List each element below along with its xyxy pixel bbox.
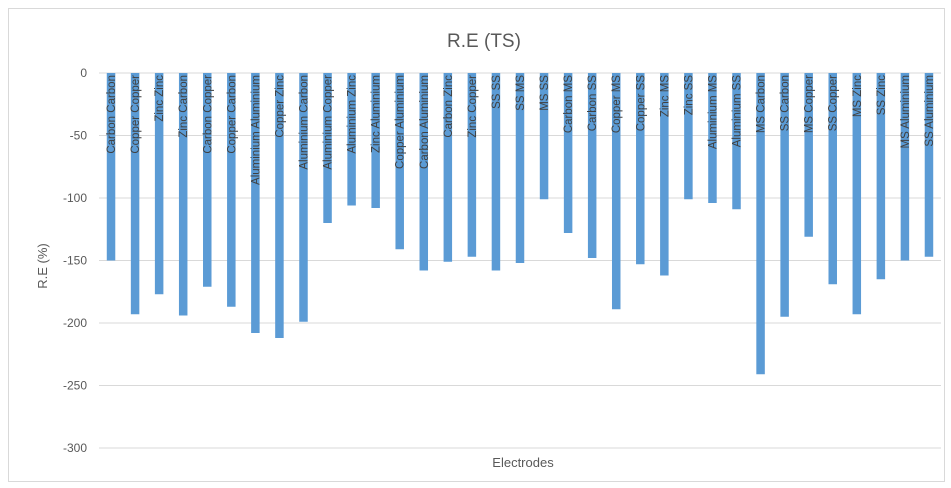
category-label: MS SS bbox=[539, 75, 551, 111]
category-label: Aluminium Aluminium bbox=[250, 75, 262, 185]
category-label: Zinc Zinc bbox=[154, 75, 166, 122]
category-label: Carbon Copper bbox=[202, 75, 214, 154]
category-label: SS Zinc bbox=[876, 75, 888, 116]
bar bbox=[587, 73, 597, 258]
bar bbox=[467, 73, 477, 257]
category-label: Copper Zinc bbox=[274, 75, 286, 138]
category-label: Copper Aluminium bbox=[395, 75, 407, 169]
category-label: Copper Copper bbox=[130, 75, 142, 154]
category-label: MS Copper bbox=[804, 75, 816, 133]
bar bbox=[178, 73, 188, 316]
bar bbox=[130, 73, 140, 315]
category-label: Zinc SS bbox=[683, 75, 695, 116]
bar bbox=[203, 73, 212, 287]
category-labels: Carbon Carbon Copper Copper Zinc Zinc Zinc … bbox=[106, 75, 936, 185]
bar bbox=[924, 73, 934, 257]
category-label: SS MS bbox=[515, 75, 527, 111]
bar bbox=[611, 73, 621, 310]
category-label: Aluminium SS bbox=[732, 75, 744, 148]
bar-chart: R.E (TS) 0 -50 -100 -150 -200 -250 -300 Carbon… bbox=[35, 31, 941, 470]
category-label: SS Carbon bbox=[780, 75, 792, 131]
category-label: Carbon SS bbox=[587, 75, 599, 132]
category-label: Zinc Copper bbox=[467, 75, 479, 138]
category-label: Zinc Carbon bbox=[178, 75, 190, 138]
category-label: Carbon Carbon bbox=[106, 75, 118, 154]
y-tick-label: 0 bbox=[80, 66, 87, 80]
bar bbox=[756, 73, 765, 375]
category-label: Carbon MS bbox=[563, 75, 575, 133]
bar bbox=[419, 73, 429, 271]
bar bbox=[684, 73, 693, 200]
bar bbox=[347, 73, 356, 206]
bar bbox=[708, 73, 717, 203]
bar bbox=[299, 73, 308, 322]
category-label: Carbon Aluminium bbox=[419, 75, 431, 169]
bar bbox=[828, 73, 837, 285]
category-label: MS Carbon bbox=[756, 75, 768, 133]
category-label: SS SS bbox=[491, 75, 503, 109]
category-label: Carbon Zinc bbox=[443, 75, 455, 138]
category-label: MS Zinc bbox=[852, 75, 864, 117]
bar bbox=[563, 73, 573, 233]
bar bbox=[323, 73, 332, 223]
y-axis-ticks: 0 -50 -100 -150 -200 -250 -300 bbox=[63, 66, 87, 455]
bar bbox=[154, 73, 164, 295]
bar bbox=[251, 73, 260, 333]
bar bbox=[804, 73, 813, 237]
bar bbox=[876, 73, 886, 280]
bar bbox=[660, 73, 669, 276]
x-axis-title: Electrodes bbox=[492, 455, 554, 470]
category-label: Copper Carbon bbox=[226, 75, 238, 154]
bar bbox=[636, 73, 645, 265]
category-label: Copper MS bbox=[611, 75, 623, 133]
y-tick-label: -150 bbox=[63, 254, 87, 268]
bar bbox=[227, 73, 236, 307]
bar bbox=[515, 73, 525, 263]
y-tick-label: -250 bbox=[63, 379, 87, 393]
bar bbox=[371, 73, 380, 208]
bar bbox=[395, 73, 404, 250]
category-label: Aluminium Zinc bbox=[347, 75, 359, 154]
bar bbox=[491, 73, 501, 271]
category-label: MS Aluminium bbox=[900, 75, 912, 149]
bar bbox=[900, 73, 910, 261]
chart-frame: R.E (TS) 0 -50 -100 -150 -200 -250 -300 Carbon… bbox=[8, 8, 945, 482]
category-label: Aluminium MS bbox=[707, 75, 719, 149]
y-tick-label: -200 bbox=[63, 316, 87, 330]
category-label: Zinc Aluminium bbox=[371, 75, 383, 153]
category-label: Aluminium Copper bbox=[323, 75, 335, 170]
bar bbox=[275, 73, 284, 338]
bars bbox=[106, 73, 934, 375]
bar bbox=[852, 73, 862, 315]
y-tick-label: -300 bbox=[63, 441, 87, 455]
category-label: Aluminium Carbon bbox=[298, 75, 310, 170]
chart-title: R.E (TS) bbox=[447, 31, 521, 52]
category-label: Copper SS bbox=[635, 75, 647, 132]
bar bbox=[780, 73, 789, 317]
category-label: Zinc MS bbox=[659, 75, 671, 118]
bar bbox=[443, 73, 453, 262]
bar bbox=[106, 73, 116, 261]
y-tick-label: -100 bbox=[63, 191, 87, 205]
category-label: SS Copper bbox=[828, 75, 840, 131]
y-tick-label: -50 bbox=[70, 129, 88, 143]
bar bbox=[539, 73, 549, 200]
y-axis-title: R.E (%) bbox=[35, 243, 50, 289]
category-label: SS Aluminium bbox=[924, 75, 936, 147]
bar bbox=[732, 73, 741, 210]
